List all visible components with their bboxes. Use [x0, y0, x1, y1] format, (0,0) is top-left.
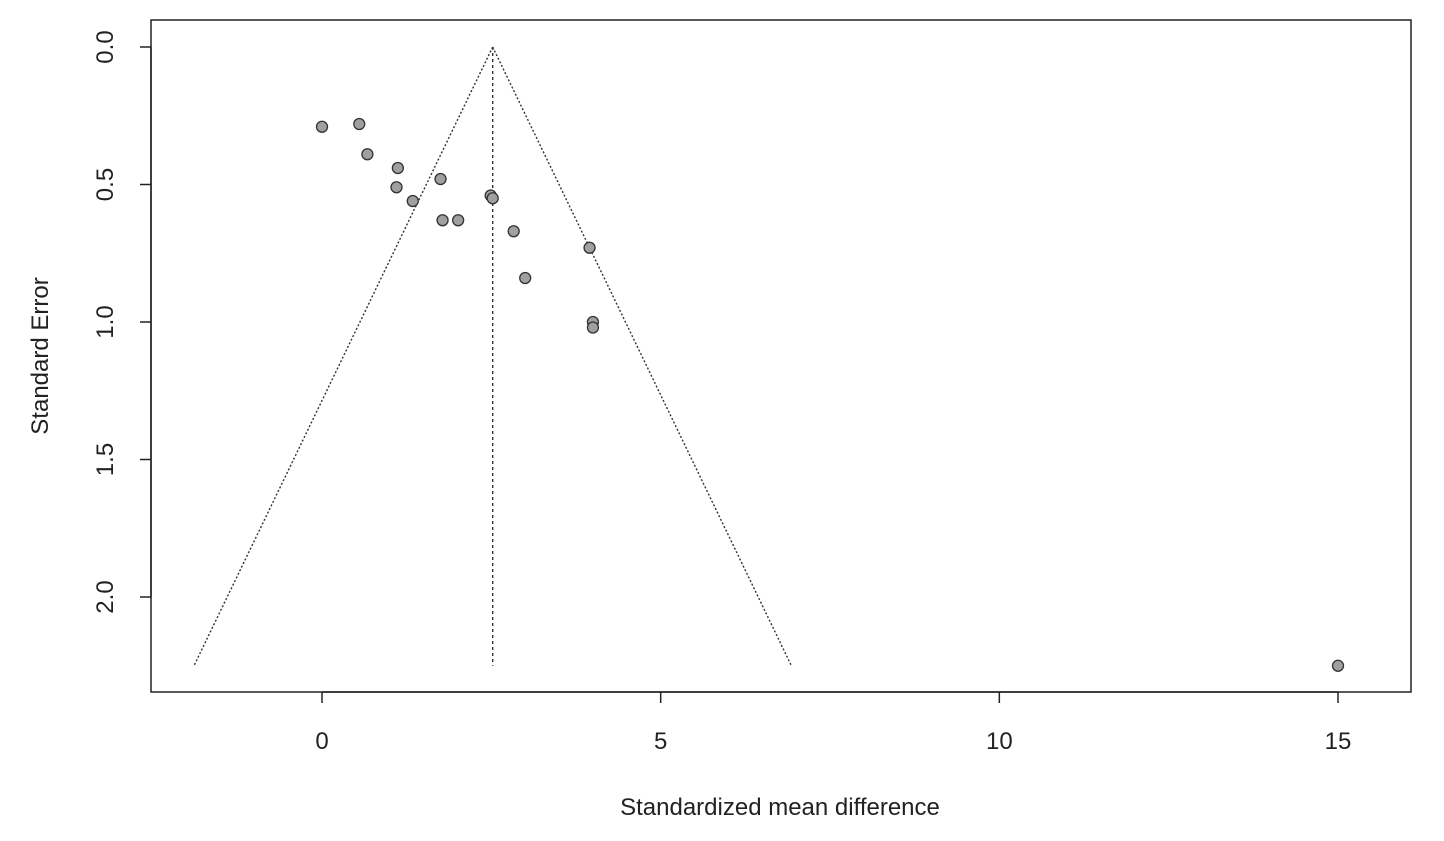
y-tick-label: 0.0 — [92, 30, 119, 63]
data-point — [391, 161, 405, 175]
data-point — [361, 148, 374, 161]
y-tick-label: 0.5 — [92, 168, 119, 201]
data-point — [586, 321, 600, 334]
data-point — [315, 120, 329, 133]
x-tick-label: 0 — [315, 728, 328, 755]
y-axis-label: Standard Error — [27, 277, 54, 434]
points-layer — [315, 117, 1345, 672]
funnel-left-line — [193, 46, 494, 667]
y-tick-label: 2.0 — [92, 580, 119, 613]
funnel-layer — [193, 46, 793, 667]
x-tick-label: 5 — [654, 728, 667, 755]
plot-frame — [150, 19, 1412, 693]
data-point — [486, 192, 499, 205]
y-tick-label: 1.0 — [92, 305, 119, 338]
x-axis-label: Standardized mean difference — [620, 794, 940, 821]
data-point — [434, 172, 447, 186]
data-point — [406, 194, 419, 208]
data-point — [436, 214, 449, 227]
y-axis: 0.0 0.5 1.0 1.5 2.0 — [92, 30, 152, 614]
x-tick-label: 10 — [986, 728, 1013, 755]
data-point — [519, 271, 532, 285]
x-axis: 0 5 10 15 — [315, 691, 1352, 755]
data-point — [451, 214, 465, 227]
funnel-right-line — [492, 46, 793, 667]
data-point — [1331, 659, 1345, 672]
data-point — [353, 117, 366, 131]
data-point — [390, 181, 403, 194]
data-point — [507, 225, 520, 238]
x-tick-label: 15 — [1325, 728, 1352, 755]
y-tick-label: 1.5 — [92, 443, 119, 476]
data-point — [583, 241, 596, 254]
